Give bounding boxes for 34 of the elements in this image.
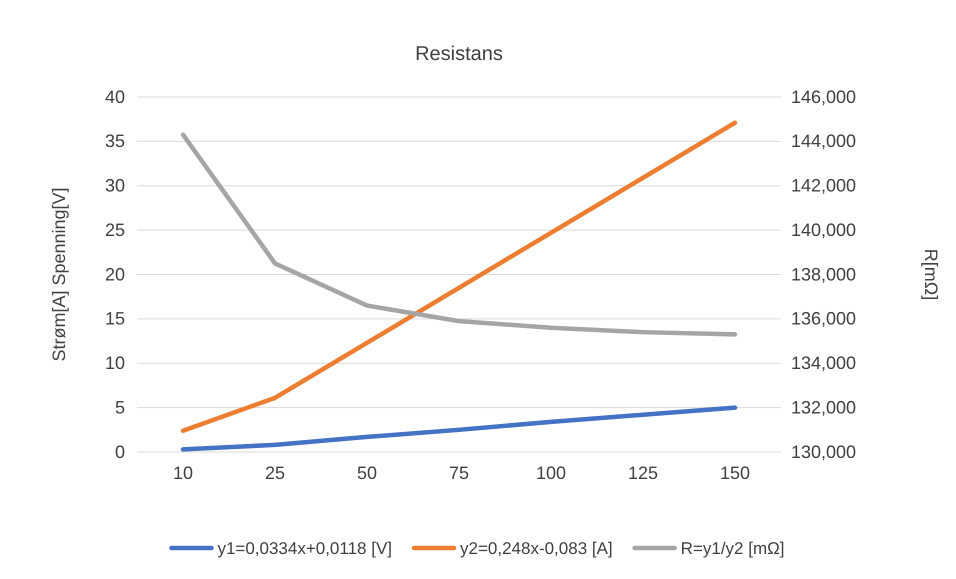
- y-tick-label: 10: [104, 353, 125, 374]
- y2-tick-label: 140,000: [791, 220, 856, 240]
- y2-tick-label: 132,000: [791, 397, 856, 418]
- y2-tick-label: 142,000: [791, 176, 856, 196]
- y-tick-label: 20: [104, 264, 125, 284]
- y-tick-label: 30: [104, 176, 125, 196]
- y2-axis-title: R[mΩ]: [921, 248, 941, 300]
- y-tick-label: 5: [114, 397, 125, 418]
- line-series: [180, 405, 738, 452]
- line-series: [180, 120, 738, 433]
- line-series: [180, 132, 738, 337]
- y-tick-label: 15: [104, 308, 125, 329]
- y-tick-label: 25: [104, 220, 125, 240]
- y2-tick-label: 134,000: [791, 353, 856, 374]
- x-tick-label: 125: [628, 462, 658, 483]
- x-tick-label: 150: [720, 462, 750, 483]
- y-tick-label: 40: [104, 86, 125, 107]
- y-tick-label: 35: [104, 131, 125, 152]
- y-axis-title: Strøm[A] Spenning[V]: [49, 187, 69, 362]
- x-tick-label: 75: [448, 462, 470, 483]
- x-tick-label: 100: [536, 462, 566, 483]
- chart-title: Resistans: [415, 43, 503, 65]
- x-tick-label: 25: [264, 462, 286, 483]
- y2-tick-label: 144,000: [791, 131, 856, 152]
- x-tick-label: 10: [172, 462, 194, 483]
- y2-tick-label: 130,000: [791, 442, 856, 462]
- y-tick-label: 0: [114, 442, 125, 462]
- y2-tick-label: 138,000: [791, 264, 856, 284]
- legend-label: y1=0,0334x+0,0118 [V]: [217, 538, 392, 558]
- y2-tick-label: 136,000: [791, 308, 856, 329]
- legend-label: y2=0,248x-0,083 [A]: [460, 538, 613, 558]
- x-tick-label: 50: [356, 462, 378, 483]
- y2-tick-label: 146,000: [791, 86, 856, 107]
- legend-label: R=y1/y2 [mΩ]: [680, 538, 785, 558]
